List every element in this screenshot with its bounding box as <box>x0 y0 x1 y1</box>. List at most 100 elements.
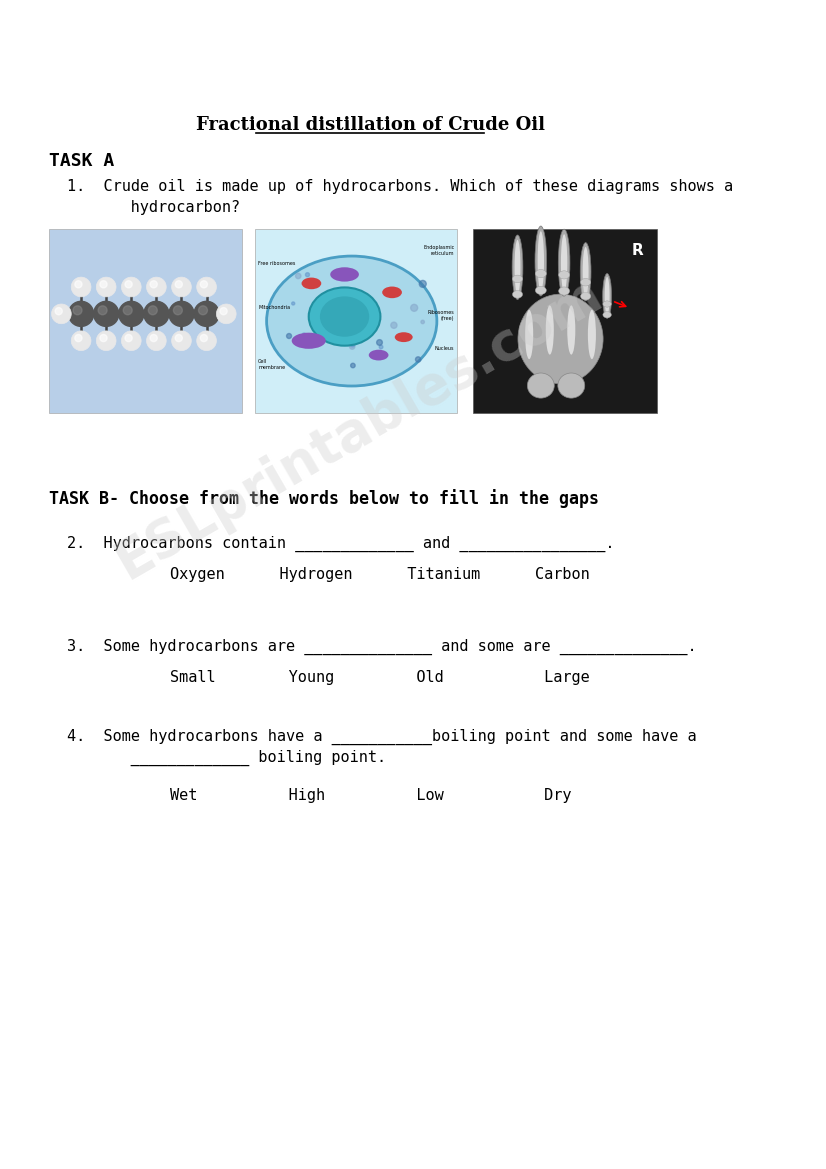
Circle shape <box>304 330 311 336</box>
Ellipse shape <box>567 305 576 354</box>
Circle shape <box>220 307 227 314</box>
Text: 3.  Some hydrocarbons are ______________ and some are ______________.: 3. Some hydrocarbons are ______________ … <box>67 638 697 655</box>
Text: hydrocarbon?: hydrocarbon? <box>85 200 240 215</box>
Circle shape <box>345 305 349 309</box>
Ellipse shape <box>605 277 610 314</box>
Circle shape <box>146 331 166 351</box>
Ellipse shape <box>535 270 546 278</box>
Circle shape <box>284 281 292 288</box>
Ellipse shape <box>512 275 523 283</box>
Ellipse shape <box>512 235 523 299</box>
Ellipse shape <box>525 310 534 359</box>
Text: Mitochondria: Mitochondria <box>258 305 290 310</box>
Text: Ribosomes
(free): Ribosomes (free) <box>428 310 454 320</box>
Circle shape <box>194 302 219 326</box>
Circle shape <box>175 334 183 341</box>
Circle shape <box>71 331 91 351</box>
Circle shape <box>419 270 425 275</box>
Ellipse shape <box>301 277 321 289</box>
Circle shape <box>339 296 343 300</box>
Text: Nucleus: Nucleus <box>434 346 454 351</box>
Circle shape <box>298 298 301 300</box>
Text: R: R <box>632 243 643 257</box>
Circle shape <box>172 331 192 351</box>
Text: Small        Young         Old           Large: Small Young Old Large <box>170 670 590 685</box>
Circle shape <box>406 357 409 360</box>
Circle shape <box>71 277 91 297</box>
Circle shape <box>100 334 107 341</box>
Circle shape <box>97 277 116 297</box>
Circle shape <box>100 281 107 288</box>
Ellipse shape <box>330 268 359 282</box>
Ellipse shape <box>580 243 591 300</box>
Circle shape <box>399 366 405 372</box>
Circle shape <box>144 302 169 326</box>
Circle shape <box>55 307 62 314</box>
Circle shape <box>169 302 194 326</box>
Circle shape <box>402 278 406 282</box>
Circle shape <box>75 281 82 288</box>
Circle shape <box>200 334 207 341</box>
Circle shape <box>325 306 330 310</box>
Bar <box>255 229 457 413</box>
Ellipse shape <box>546 305 553 354</box>
Circle shape <box>51 304 71 324</box>
Circle shape <box>173 306 183 314</box>
Text: _____________ boiling point.: _____________ boiling point. <box>85 749 387 766</box>
Circle shape <box>198 306 207 314</box>
Text: Cell
membrane: Cell membrane <box>258 359 285 369</box>
Ellipse shape <box>558 373 585 399</box>
Ellipse shape <box>603 312 611 318</box>
Circle shape <box>125 334 132 341</box>
Text: 2.  Hydrocarbons contain _____________ and ________________.: 2. Hydrocarbons contain _____________ an… <box>67 535 615 552</box>
Text: TASK B- Choose from the words below to fill in the gaps: TASK B- Choose from the words below to f… <box>50 489 600 509</box>
Ellipse shape <box>395 332 413 343</box>
Text: Free ribosomes: Free ribosomes <box>258 261 296 265</box>
Circle shape <box>344 275 350 281</box>
Ellipse shape <box>535 226 547 296</box>
Text: Oxygen      Hydrogen      Titanium      Carbon: Oxygen Hydrogen Titanium Carbon <box>170 567 590 582</box>
Circle shape <box>150 334 157 341</box>
Circle shape <box>73 306 82 314</box>
Ellipse shape <box>535 286 546 295</box>
Ellipse shape <box>558 286 570 295</box>
Circle shape <box>358 299 361 303</box>
Ellipse shape <box>382 286 402 298</box>
Circle shape <box>121 331 141 351</box>
Circle shape <box>197 331 216 351</box>
Circle shape <box>362 304 365 307</box>
Ellipse shape <box>581 292 591 300</box>
Ellipse shape <box>603 274 611 318</box>
Circle shape <box>97 331 116 351</box>
Bar <box>50 229 242 413</box>
Text: ESLprintables.com: ESLprintables.com <box>106 268 610 589</box>
Text: Endoplasmic
reticulum: Endoplasmic reticulum <box>423 245 454 256</box>
Circle shape <box>172 277 192 297</box>
Circle shape <box>123 306 132 314</box>
Circle shape <box>69 302 93 326</box>
Ellipse shape <box>527 373 554 399</box>
Text: 1.  Crude oil is made up of hydrocarbons. Which of these diagrams shows a: 1. Crude oil is made up of hydrocarbons.… <box>67 179 733 194</box>
Ellipse shape <box>538 231 544 291</box>
Text: TASK A: TASK A <box>50 152 115 171</box>
Circle shape <box>75 334 82 341</box>
Text: Wet          High          Low           Dry: Wet High Low Dry <box>170 788 572 803</box>
Circle shape <box>121 277 141 297</box>
Ellipse shape <box>368 350 388 360</box>
Ellipse shape <box>320 297 369 337</box>
Ellipse shape <box>515 240 520 295</box>
Ellipse shape <box>558 271 570 279</box>
Text: Fractional distillation of Crude Oil: Fractional distillation of Crude Oil <box>196 116 544 134</box>
Ellipse shape <box>518 295 603 383</box>
Ellipse shape <box>582 247 589 297</box>
Circle shape <box>119 302 144 326</box>
Bar <box>473 229 657 413</box>
Circle shape <box>146 277 166 297</box>
Circle shape <box>327 292 333 298</box>
Text: 4.  Some hydrocarbons have a ___________boiling point and some have a: 4. Some hydrocarbons have a ___________b… <box>67 728 697 745</box>
Ellipse shape <box>603 300 611 307</box>
Ellipse shape <box>292 333 325 348</box>
Ellipse shape <box>267 256 437 386</box>
Circle shape <box>354 307 358 313</box>
Circle shape <box>347 333 353 339</box>
